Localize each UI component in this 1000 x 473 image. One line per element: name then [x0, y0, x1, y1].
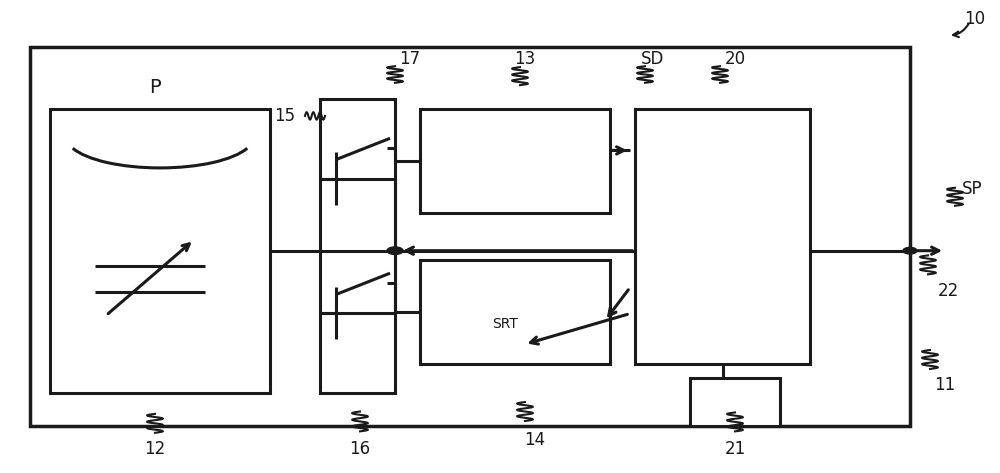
Circle shape — [903, 247, 917, 254]
Text: 15: 15 — [274, 107, 296, 125]
Text: 17: 17 — [399, 50, 421, 68]
Bar — [30, 47, 910, 426]
Text: 21: 21 — [724, 440, 746, 458]
Bar — [420, 109, 610, 213]
Text: SD: SD — [641, 50, 665, 68]
Bar — [50, 109, 270, 393]
Text: 20: 20 — [724, 50, 746, 68]
Text: 22: 22 — [937, 282, 959, 300]
Text: 13: 13 — [514, 50, 536, 68]
Text: 10: 10 — [964, 10, 986, 28]
Text: 14: 14 — [524, 431, 546, 449]
Text: P: P — [149, 78, 161, 97]
Bar — [690, 378, 780, 426]
Text: SP: SP — [962, 180, 982, 198]
Text: 12: 12 — [144, 440, 166, 458]
Circle shape — [387, 247, 403, 254]
Text: 16: 16 — [349, 440, 371, 458]
Text: 11: 11 — [934, 377, 956, 394]
Bar — [420, 260, 610, 364]
Bar — [635, 109, 810, 364]
Text: SRT: SRT — [492, 317, 518, 331]
Bar — [320, 99, 395, 393]
